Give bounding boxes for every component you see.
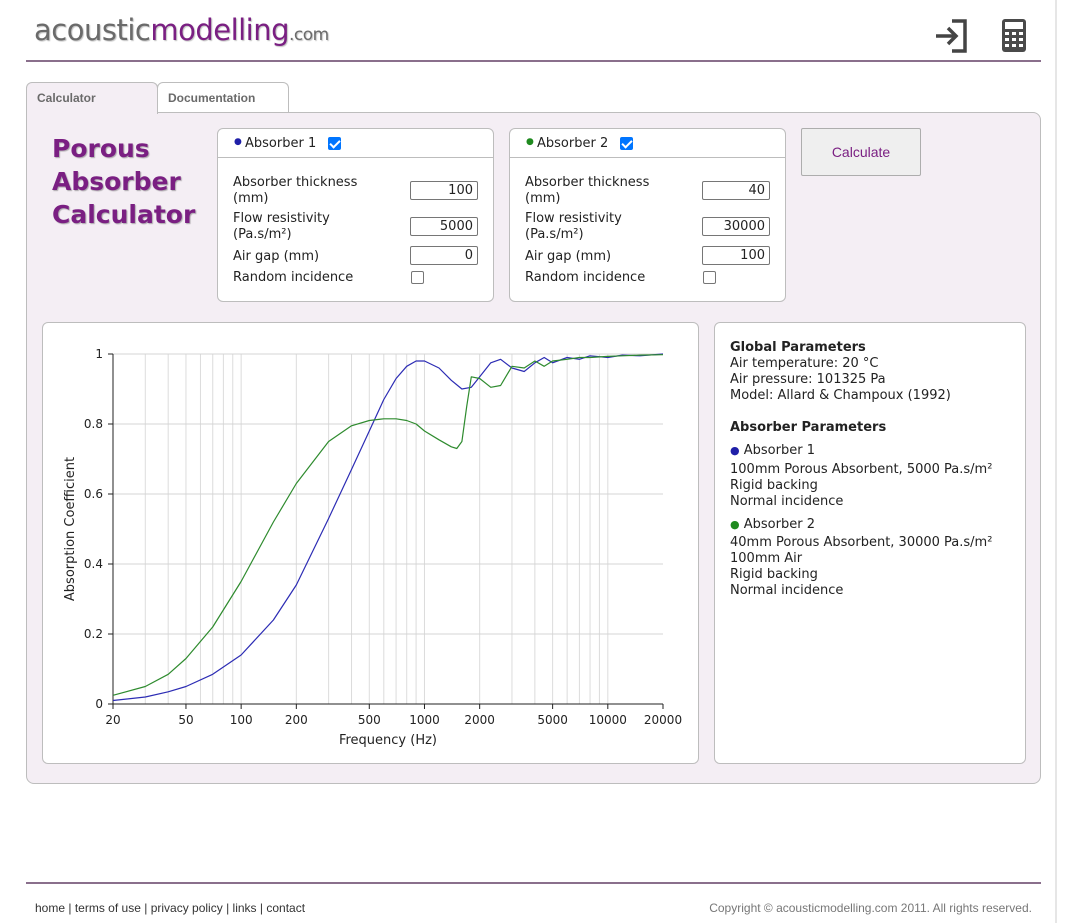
tab-documentation[interactable]: Documentation <box>157 82 289 113</box>
footer-link-privacy[interactable]: privacy policy <box>150 901 223 915</box>
info-absorber2-heading: ● Absorber 2 <box>730 517 815 532</box>
absorber2-dot-icon: ● <box>526 137 534 147</box>
x-tick-label: 2000 <box>464 713 495 727</box>
absorber2-panel: ● Absorber 2 Absorber thickness(mm) Flow… <box>509 128 786 302</box>
window-edge <box>1055 0 1057 923</box>
x-tick-label: 5000 <box>537 713 568 727</box>
info-absorber1-dot-icon: ● <box>730 444 740 457</box>
y-tick-label: 0.2 <box>84 627 103 641</box>
info-absorber2-line3: Rigid backing <box>730 567 818 582</box>
absorber2-name: Absorber 2 <box>537 136 609 151</box>
absorber1-airgap-input[interactable] <box>410 246 478 265</box>
air-pressure-text: Air pressure: 101325 Pa <box>730 372 886 387</box>
air-temperature-text: Air temperature: 20 °C <box>730 356 879 371</box>
footer-divider <box>26 882 1041 884</box>
absorber2-thickness-label: Absorber thickness (mm) <box>525 175 650 206</box>
x-tick-label: 100 <box>230 713 253 727</box>
absorber1-airgap-label: Air gap (mm) <box>233 249 320 264</box>
absorber1-random-checkbox[interactable] <box>411 271 424 284</box>
absorption-chart: 20 50 100 200 500 1000 2000 5000 10000 20000 0 0.2 0… <box>42 322 699 764</box>
absorber1-flow-input[interactable] <box>410 217 478 236</box>
series-line-1 <box>112 353 664 702</box>
footer-link-terms[interactable]: terms of use <box>74 901 141 915</box>
copyright-text: Copyright © acousticmodelling.com 2011. … <box>709 901 1032 915</box>
footer-link-links[interactable]: links <box>232 901 257 915</box>
absorber2-airgap-input[interactable] <box>702 246 770 265</box>
footer-link-home[interactable]: home <box>35 901 66 915</box>
absorber1-dot-icon: ● <box>234 137 242 147</box>
absorber2-random-checkbox[interactable] <box>703 271 716 284</box>
absorber1-enable-checkbox[interactable] <box>328 137 341 150</box>
info-absorber2-line4: Normal incidence <box>730 583 844 598</box>
absorber2-thickness-input[interactable] <box>702 181 770 200</box>
series-line-2 <box>112 354 664 696</box>
x-tick-label: 1000 <box>409 713 440 727</box>
absorber1-flow-label: Flow resistivity (Pa.s/m²) <box>233 211 330 242</box>
model-text: Model: Allard & Champoux (1992) <box>730 388 951 403</box>
absorber2-header: ● Absorber 2 <box>510 129 785 158</box>
y-tick-label: 0.4 <box>84 557 103 571</box>
calculate-button[interactable]: Calculate <box>801 128 921 176</box>
login-icon[interactable] <box>933 18 969 54</box>
absorber1-random-label: Random incidence <box>233 270 354 285</box>
y-tick-label: 1 <box>95 347 103 361</box>
footer-links: home | terms of use | privacy policy | l… <box>35 901 306 915</box>
header-divider <box>26 60 1041 62</box>
x-axis-label: Frequency (Hz) <box>339 733 437 748</box>
x-tick-label: 50 <box>178 713 193 727</box>
x-tick-label: 20000 <box>644 713 682 727</box>
y-tick-label: 0.6 <box>84 487 103 501</box>
absorber1-thickness-label: Absorber thickness (mm) <box>233 175 358 206</box>
absorber-parameters-title: Absorber Parameters <box>730 420 887 435</box>
absorber1-panel: ● Absorber 1 Absorber thickness(mm) Flow… <box>217 128 494 302</box>
global-parameters-title: Global Parameters <box>730 340 866 355</box>
site-logo[interactable]: acousticmodelling.com <box>34 13 329 47</box>
absorber2-airgap-label: Air gap (mm) <box>525 249 612 264</box>
absorber2-enable-checkbox[interactable] <box>620 137 633 150</box>
absorber1-header: ● Absorber 1 <box>218 129 493 158</box>
info-absorber1-line3: Normal incidence <box>730 494 844 509</box>
y-tick-label: 0.8 <box>84 417 103 431</box>
absorber1-name: Absorber 1 <box>245 136 317 151</box>
info-absorber1-line2: Rigid backing <box>730 478 818 493</box>
calculator-icon[interactable] <box>996 18 1032 54</box>
info-absorber1-line1: 100mm Porous Absorbent, 5000 Pa.s/m² <box>730 462 993 477</box>
absorber1-thickness-input[interactable] <box>410 181 478 200</box>
y-tick-label: 0 <box>95 697 103 711</box>
footer-link-contact[interactable]: contact <box>266 901 306 915</box>
x-tick-label: 10000 <box>589 713 627 727</box>
absorber2-random-label: Random incidence <box>525 270 646 285</box>
page-title: Porous Absorber Calculator <box>52 134 196 229</box>
absorber2-flow-label: Flow resistivity (Pa.s/m²) <box>525 211 622 242</box>
x-tick-label: 200 <box>285 713 308 727</box>
y-axis-label: Absorption Coefficient <box>63 457 78 601</box>
tab-calculator[interactable]: Calculator <box>26 82 158 114</box>
x-tick-label: 20 <box>105 713 120 727</box>
info-absorber1-heading: ● Absorber 1 <box>730 443 815 458</box>
absorber2-flow-input[interactable] <box>702 217 770 236</box>
parameters-panel: Global Parameters Air temperature: 20 °C… <box>714 322 1026 764</box>
info-absorber2-dot-icon: ● <box>730 518 740 531</box>
x-tick-label: 500 <box>358 713 381 727</box>
info-absorber2-line1: 40mm Porous Absorbent, 30000 Pa.s/m² <box>730 535 993 550</box>
info-absorber2-line2: 100mm Air <box>730 551 803 566</box>
chart-svg: 20 50 100 200 500 1000 2000 5000 10000 20000 0 0.2 0… <box>63 347 682 748</box>
